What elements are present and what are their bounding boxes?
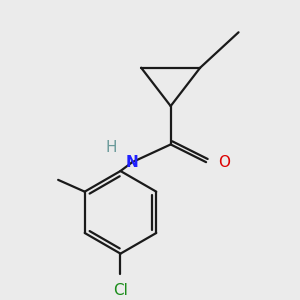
Text: H: H (106, 140, 117, 155)
Text: N: N (126, 155, 139, 170)
Text: Cl: Cl (113, 283, 128, 298)
Text: O: O (218, 155, 230, 170)
